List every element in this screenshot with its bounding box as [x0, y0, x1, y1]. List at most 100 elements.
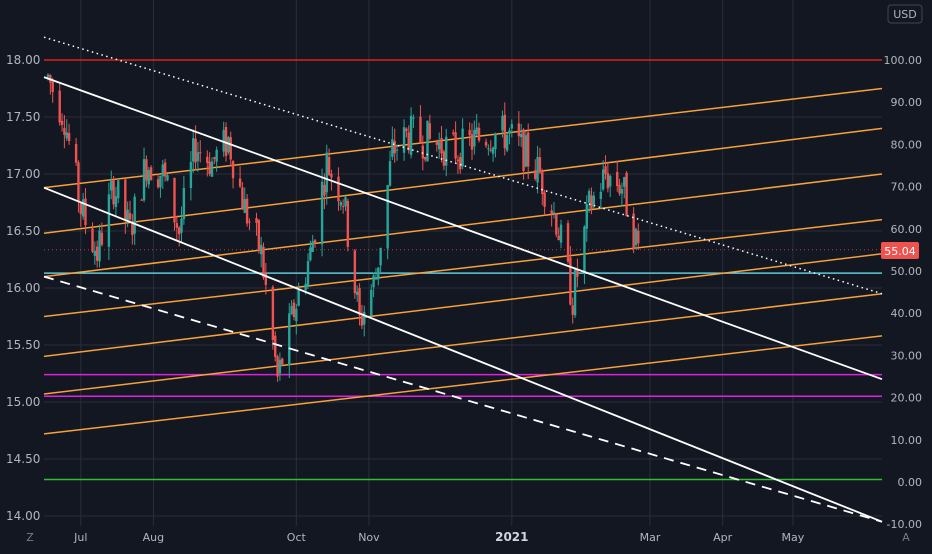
candle-122	[445, 128, 448, 177]
candle-66	[262, 242, 265, 280]
currency-badge[interactable]: USD	[887, 4, 923, 24]
trend-line-solid-1	[43, 186, 883, 523]
candle-39	[175, 215, 179, 241]
candle-body	[238, 178, 242, 187]
candle-143	[517, 111, 521, 147]
candle-77	[297, 282, 300, 307]
candle-73	[288, 303, 291, 379]
candle-body	[442, 151, 446, 166]
candle-51	[213, 156, 216, 165]
candle-34	[159, 175, 162, 198]
candle-body	[91, 228, 94, 252]
candle-body	[552, 212, 556, 214]
candle-135	[489, 140, 492, 153]
candle-body	[290, 306, 293, 314]
candle-body	[255, 218, 258, 223]
candle-116	[426, 120, 429, 162]
candle-109	[405, 127, 408, 138]
candle-body	[637, 230, 640, 244]
candle-body	[262, 246, 265, 278]
auto-scale-button[interactable]: A	[902, 531, 910, 544]
candle-84	[323, 173, 326, 210]
candle-body	[161, 164, 164, 177]
candle-134	[487, 144, 490, 156]
candle-body	[199, 152, 202, 154]
candle-91	[344, 195, 347, 212]
candle-149	[536, 145, 539, 194]
candle-47	[199, 140, 202, 163]
x-tick-label: Aug	[143, 531, 164, 544]
candle-body	[538, 157, 542, 173]
candle-body	[623, 177, 626, 187]
candle-body	[51, 81, 54, 93]
candle-107	[395, 144, 399, 161]
candle-body	[576, 269, 579, 277]
last-price-label: 55.04	[884, 245, 916, 258]
candle-body	[522, 129, 525, 171]
orange-channel-line-5	[43, 292, 883, 395]
candle-body	[484, 141, 488, 146]
candle-67	[264, 262, 268, 295]
y-left-tick-label: 17.50	[6, 110, 40, 124]
candle-body	[358, 288, 361, 316]
candle-33	[156, 173, 160, 189]
candle-body	[288, 313, 291, 366]
candle-119	[437, 132, 441, 159]
candle-140	[505, 133, 509, 153]
candle-body	[459, 157, 462, 170]
x-tick-label: 2021	[495, 530, 528, 544]
candle-133	[484, 138, 488, 148]
y-right-tick-label: 10.00	[891, 434, 923, 447]
auto-zoom-button[interactable]: Z	[26, 531, 34, 544]
candle-body	[67, 132, 71, 142]
candle-body	[461, 128, 464, 167]
candle-body	[360, 315, 364, 326]
candle-148	[534, 159, 537, 181]
candle-23	[124, 178, 127, 234]
y-left-tick-label: 15.00	[6, 395, 40, 409]
candle-body	[241, 187, 244, 210]
candle-37	[166, 173, 169, 182]
candle-55	[227, 135, 230, 155]
candle-body	[566, 223, 570, 262]
candle-body	[180, 218, 183, 233]
orange-channel-line-4	[43, 253, 883, 358]
candle-body	[571, 305, 574, 315]
candle-35	[161, 159, 164, 189]
candle-163	[583, 225, 586, 285]
candle-body	[65, 132, 68, 139]
candle-160	[571, 297, 574, 324]
candle-body	[402, 127, 406, 153]
candle-body	[311, 241, 314, 252]
candle-7	[67, 123, 71, 145]
candle-body	[77, 162, 80, 202]
candle-146	[524, 131, 528, 168]
candle-body	[309, 247, 312, 261]
candle-155	[555, 212, 558, 238]
candle-69	[274, 331, 277, 362]
candle-161	[573, 267, 577, 318]
candle-68	[271, 285, 275, 350]
candle-4	[60, 113, 64, 132]
candle-body	[423, 157, 427, 160]
candle-body	[437, 142, 441, 150]
candle-body	[227, 137, 230, 153]
candle-145	[522, 128, 525, 180]
y-left-tick-label: 16.00	[6, 281, 40, 295]
candle-75	[292, 299, 296, 321]
candle-body	[110, 180, 113, 191]
y-left-tick-label: 14.50	[6, 452, 40, 466]
candle-body	[426, 120, 429, 162]
candle-124	[454, 121, 457, 164]
candle-body	[93, 250, 97, 256]
trend-line-dotted-2	[43, 36, 883, 295]
candle-95	[358, 283, 361, 326]
candle-154	[552, 202, 556, 219]
candle-body	[353, 250, 357, 294]
y-right-tick-label: 20.00	[891, 392, 923, 405]
candle-103	[386, 184, 389, 260]
candle-102	[379, 247, 382, 273]
